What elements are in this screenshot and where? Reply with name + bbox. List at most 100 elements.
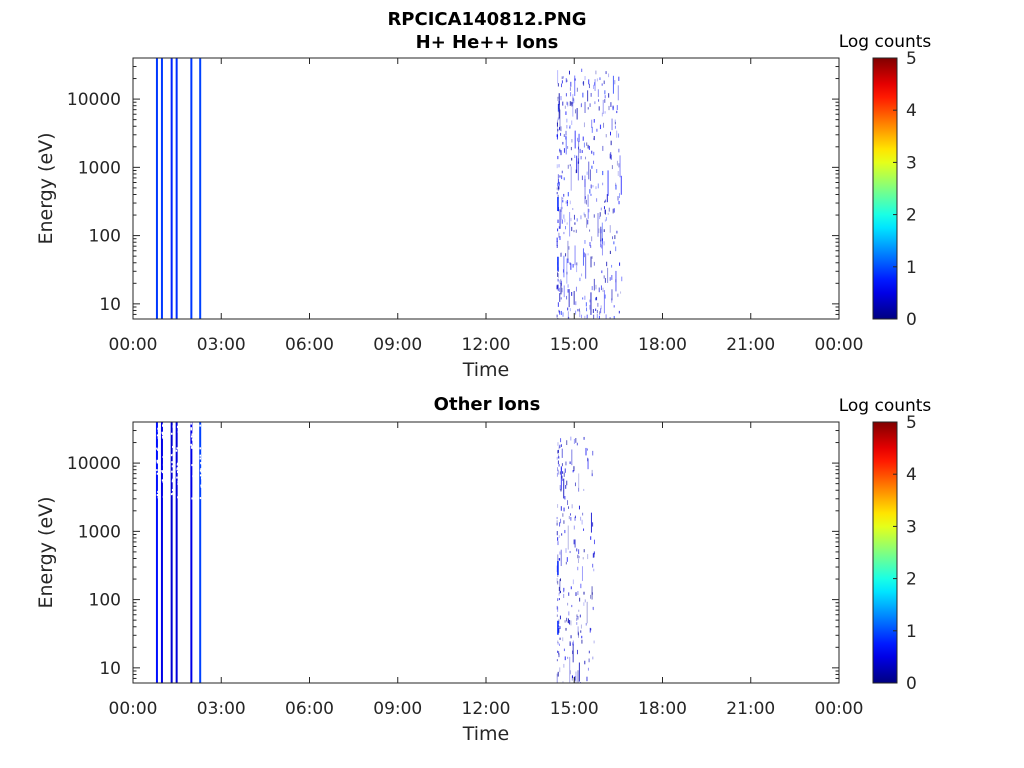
data-cell [568,289,570,308]
data-cell [591,256,593,259]
data-cell [559,579,561,594]
data-gap [172,425,174,428]
data-cell [590,92,592,97]
data-cell [564,218,566,223]
data-cell [595,186,597,190]
data-cell [587,554,589,560]
data-cell [588,658,590,663]
data-cell [557,640,559,643]
data-cell [557,256,559,271]
data-cell [570,436,572,441]
data-cell [582,512,584,516]
colorbar-tick-label: 5 [906,413,917,433]
data-cell [574,539,576,548]
data-cell [598,99,600,102]
data-cell [576,442,578,446]
data-cell [601,83,603,86]
data-cell [564,656,566,661]
data-cell [562,471,564,474]
data-cell [595,284,597,290]
data-cell [590,594,592,599]
data-cell [584,196,586,200]
data-cell [610,140,612,146]
data-cell [589,189,591,194]
data-cell [589,299,591,303]
data-cell [570,146,572,151]
data-cell [570,620,572,626]
data-cell [566,101,568,105]
data-cell [560,438,562,443]
data-cell [563,472,565,477]
data-cell [558,182,560,186]
data-cell [607,267,609,283]
data-cell [618,148,620,153]
data-cell [609,153,611,159]
data-cell [575,310,577,315]
data-cell [557,272,559,277]
data-cell [619,262,621,266]
x-tick-label: 00:00 [109,699,158,719]
colorbar-tick-label: 4 [906,101,917,121]
panel-1: Other Ions 00:00 03:00 06:00 09:00 12:00 15:00… [35,394,931,745]
data-cell [570,92,572,97]
data-gap [199,457,202,460]
data-cell [611,274,613,280]
data-gap [157,427,159,430]
data-cell [561,170,563,174]
data-cell [558,273,560,278]
data-cell [557,442,559,446]
data-cell [581,68,583,72]
data-cell [572,101,574,104]
data-cell [584,315,586,319]
data-cell [572,470,574,473]
data-cell [619,155,621,178]
data-cell [570,166,572,191]
data-gap [200,461,202,464]
data-cell [559,109,561,131]
data-cell [592,522,594,527]
data-cell [584,660,586,665]
data-gap [191,446,193,449]
data-cell [570,217,572,222]
data-cell [566,617,568,622]
data-cell [556,456,558,460]
data-cell [590,536,592,540]
data-cell [614,125,616,129]
data-cell [557,302,559,307]
data-cell [561,448,563,458]
data-cell [563,663,565,668]
data-cell [610,154,612,160]
data-cell [586,314,588,319]
data-cell [580,624,582,629]
x-tick-label: 15:00 [550,699,599,719]
data-cell [562,101,564,106]
data-cell [558,104,560,109]
data-cell [620,291,622,294]
y-tick-label: 100 [89,227,121,247]
data-cell [582,297,584,300]
data-cell [572,263,574,268]
data-cell [556,134,558,140]
data-gap [170,454,173,457]
data-cell [596,78,598,82]
data-cell [562,637,564,642]
data-band [155,422,158,683]
data-cell [577,137,579,142]
data-cell [605,71,607,75]
data-gap [177,430,180,433]
data-cell [580,314,582,319]
data-cell [563,134,565,138]
data-cell [559,293,561,302]
data-cell [618,200,620,205]
data-cell [583,142,585,148]
data-cell [581,639,583,644]
y-axis-label: Energy (eV) [35,496,57,608]
data-cell [560,282,562,295]
data-cell [559,149,561,153]
data-gap [176,463,179,466]
data-cell [618,76,620,81]
data-cell [590,184,592,189]
data-cell [584,179,586,204]
data-cell [587,194,589,207]
y-tick-label: 1000 [78,522,121,542]
